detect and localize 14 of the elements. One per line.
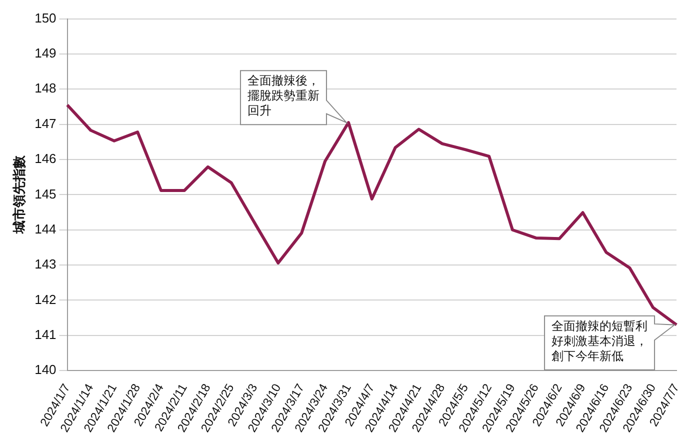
annotation: 全面撤辣後，擺脫跌勢重新回升 [247,74,320,118]
y-tick-label: 144 [34,221,56,236]
y-tick-label: 147 [34,116,56,131]
y-tick-label: 141 [34,326,56,342]
y-tick-label: 148 [34,80,56,96]
y-axis-title: 城市領先指數 [11,154,26,235]
annotation: 全面撤辣的短暫利好刺激基本消退，創下今年新低 [552,318,648,363]
y-tick-label: 146 [34,151,56,166]
y-tick-label: 145 [34,186,56,202]
y-tick-label: 143 [34,256,56,272]
y-tick-label: 140 [34,362,56,378]
y-tick-label: 150 [34,10,56,26]
y-tick-label: 142 [34,292,56,307]
y-tick-label: 149 [34,46,56,61]
